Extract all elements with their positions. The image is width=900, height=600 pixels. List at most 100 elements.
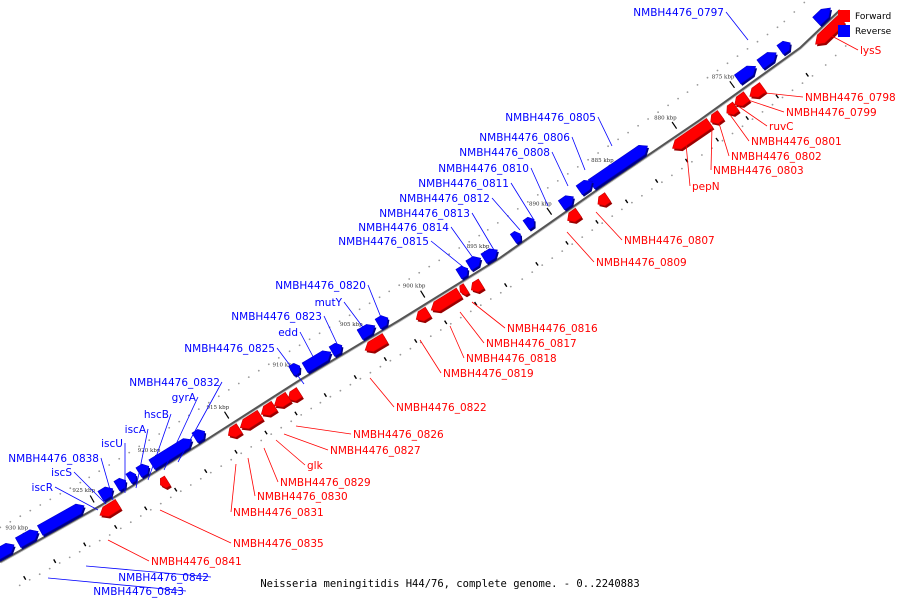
gene-label[interactable]: NMBH4476_0802	[731, 151, 822, 163]
gene-label[interactable]: NMBH4476_0825	[184, 343, 275, 355]
gene-label[interactable]: NMBH4476_0814	[358, 222, 449, 234]
gene-arrow[interactable]	[557, 195, 574, 211]
grid-dot	[119, 527, 122, 530]
gene-arrow[interactable]	[14, 529, 39, 548]
gene-label[interactable]: NMBH4476_0816	[507, 323, 598, 335]
gene-arrow[interactable]	[364, 333, 389, 352]
gene-label[interactable]: NMBH4476_0841	[151, 556, 242, 568]
gene-arrow[interactable]	[0, 542, 15, 560]
gene-label[interactable]: NMBH4476_0818	[466, 353, 557, 365]
gene-arrow[interactable]	[597, 192, 612, 207]
gene-arrow[interactable]	[374, 315, 389, 330]
gene-label[interactable]: NMBH4476_0803	[713, 165, 804, 177]
gene-label[interactable]: iscR	[32, 482, 53, 494]
gene-label[interactable]: NMBH4476_0812	[399, 193, 490, 205]
gene-label[interactable]: NMBH4476_0808	[459, 147, 550, 159]
gene-label[interactable]: NMBH4476_0806	[479, 132, 570, 144]
gene-label[interactable]: glk	[307, 460, 324, 472]
gene-arrow[interactable]	[776, 40, 791, 55]
gene-label[interactable]: NMBH4476_0811	[418, 178, 509, 190]
gene-arrow[interactable]	[575, 179, 593, 196]
gene-arrow[interactable]	[288, 362, 301, 377]
gene-label[interactable]: NMBH4476_0805	[505, 112, 596, 124]
grid-dot	[746, 48, 749, 50]
gene-label[interactable]: NMBH4476_0823	[231, 311, 322, 323]
grid-dot	[178, 420, 181, 423]
gene-arrow[interactable]	[522, 216, 535, 231]
gene-arrow[interactable]	[726, 101, 740, 116]
gene-label[interactable]: iscS	[51, 467, 72, 479]
gene-label[interactable]: NMBH4476_0798	[805, 92, 896, 104]
gene-label[interactable]: NMBH4476_0809	[596, 257, 687, 269]
grid-dot	[791, 89, 794, 92]
gene-arrow[interactable]	[113, 477, 127, 492]
gene-label[interactable]: pepN	[692, 181, 720, 193]
gene-arrow[interactable]	[125, 471, 137, 484]
gene-arrow[interactable]	[459, 283, 470, 296]
gene-label[interactable]: mutY	[315, 297, 343, 309]
gene-arrow[interactable]	[148, 438, 193, 470]
gene-arrow[interactable]	[99, 498, 122, 517]
gene-arrow[interactable]	[465, 256, 482, 271]
gene-arrow[interactable]	[430, 287, 463, 312]
gene-label[interactable]: iscU	[101, 438, 123, 450]
gene-label[interactable]: iscA	[125, 424, 147, 436]
gene-label[interactable]: hscB	[144, 409, 169, 421]
gene-label[interactable]: NMBH4476_0799	[786, 107, 877, 119]
gene-label[interactable]: NMBH4476_0817	[486, 338, 577, 350]
gene-label[interactable]: NMBH4476_0842	[118, 572, 209, 584]
gene-arrow[interactable]	[227, 423, 243, 438]
gene-arrow[interactable]	[288, 387, 303, 402]
grid-dot	[300, 414, 303, 416]
gene-arrow[interactable]	[415, 306, 432, 322]
gene-label[interactable]: NMBH4476_0813	[379, 208, 470, 220]
gene-arrow[interactable]	[97, 486, 114, 502]
minor-mark	[234, 449, 238, 454]
gene-arrow[interactable]	[455, 265, 469, 280]
gene-label[interactable]: NMBH4476_0807	[624, 235, 715, 247]
gene-arrow[interactable]	[36, 503, 85, 536]
gene-label[interactable]: NMBH4476_0826	[353, 429, 444, 441]
gene-label[interactable]: NMBH4476_0831	[233, 507, 324, 519]
gene-arrow[interactable]	[159, 475, 171, 489]
gene-label[interactable]: gyrA	[172, 392, 197, 404]
gene-arrow[interactable]	[470, 278, 485, 293]
gene-arrow[interactable]	[734, 91, 751, 107]
grid-dot	[168, 426, 171, 429]
grid-dot	[149, 508, 152, 511]
gene-arrow[interactable]	[812, 7, 831, 26]
gene-label[interactable]: NMBH4476_0822	[396, 402, 487, 414]
gene-arrow[interactable]	[301, 350, 332, 373]
gene-label[interactable]: edd	[278, 327, 298, 339]
gene-label[interactable]: NMBH4476_0830	[257, 491, 348, 503]
gene-arrow[interactable]	[587, 144, 648, 190]
gene-label[interactable]: NMBH4476_0797	[633, 7, 724, 19]
gene-label[interactable]: NMBH4476_0835	[233, 538, 324, 550]
gene-label[interactable]: ruvC	[769, 121, 794, 133]
gene-arrow[interactable]	[756, 52, 777, 70]
gene-label[interactable]: NMBH4476_0815	[338, 236, 429, 248]
gene-arrow[interactable]	[509, 231, 522, 244]
grid-dot	[359, 377, 362, 380]
gene-arrow[interactable]	[567, 207, 583, 223]
gene-label[interactable]: NMBH4476_0801	[751, 136, 842, 148]
gene-label[interactable]: NMBH4476_0843	[93, 586, 184, 598]
gene-arrow[interactable]	[749, 82, 767, 98]
gene-label[interactable]: lysS	[860, 45, 882, 57]
gene-arrow[interactable]	[260, 400, 278, 416]
gene-label[interactable]: NMBH4476_0832	[129, 377, 220, 389]
gene-arrow[interactable]	[239, 409, 264, 430]
gene-label[interactable]: NMBH4476_0819	[443, 368, 534, 380]
grid-dot	[801, 82, 804, 84]
gene-label[interactable]: NMBH4476_0829	[280, 477, 371, 489]
gene-label[interactable]: NMBH4476_0827	[330, 445, 421, 457]
gene-label[interactable]: NMBH4476_0810	[438, 163, 529, 175]
gene-arrow[interactable]	[273, 391, 292, 408]
gene-label[interactable]: NMBH4476_0838	[8, 453, 99, 465]
gene-label[interactable]: NMBH4476_0820	[275, 280, 366, 292]
grid-dot	[38, 573, 41, 576]
gene-arrow[interactable]	[733, 65, 756, 85]
grid-dot	[138, 445, 141, 448]
gene-arrow[interactable]	[135, 463, 150, 478]
grid-dot	[108, 464, 111, 466]
